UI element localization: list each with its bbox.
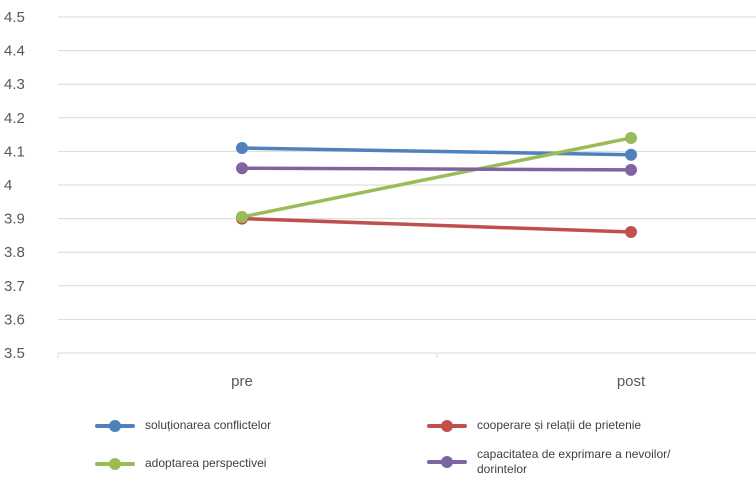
x-tick-label: pre xyxy=(231,373,253,390)
data-point xyxy=(625,148,637,161)
legend-label: capacitatea de exprimare a nevoilor/ dor… xyxy=(477,447,671,476)
y-tick-label: 4.1 xyxy=(4,143,25,160)
legend-swatch xyxy=(95,419,135,432)
y-tick-label: 3.5 xyxy=(4,345,25,362)
data-point xyxy=(236,210,248,223)
x-tick-label: post xyxy=(617,373,646,390)
series-2 xyxy=(236,131,637,223)
legend-item-1: cooperare și relații de prietenie xyxy=(427,418,641,433)
legend-marker xyxy=(109,457,121,470)
y-tick-label: 3.9 xyxy=(4,211,25,228)
legend-item-0: soluționarea conflictelor xyxy=(95,418,271,433)
x-axis-ticks: pre post xyxy=(57,353,646,390)
y-tick-label: 4.3 xyxy=(4,76,25,93)
y-tick-label: 4 xyxy=(4,177,12,194)
y-axis-ticks: 4.5 4.4 4.3 4.2 4.1 4 3.9 3.8 3.7 3.6 3.5 xyxy=(4,9,25,362)
legend-marker xyxy=(441,419,453,432)
data-point xyxy=(625,163,637,176)
legend-label: cooperare și relații de prietenie xyxy=(477,418,642,432)
series-line xyxy=(240,136,633,219)
legend-marker xyxy=(109,419,121,432)
series-line xyxy=(240,146,633,157)
legend-swatch xyxy=(95,457,135,470)
series-0 xyxy=(236,142,637,161)
legend-swatch xyxy=(427,419,467,432)
y-tick-label: 3.8 xyxy=(4,244,25,261)
y-tick-label: 4.2 xyxy=(4,110,25,127)
legend-label: soluționarea conflictelor xyxy=(145,418,272,432)
y-tick-label: 3.7 xyxy=(4,278,25,295)
data-point xyxy=(236,142,248,155)
legend-item-2: adoptarea perspectivei xyxy=(95,456,266,471)
legend-marker xyxy=(441,456,453,468)
series-3 xyxy=(236,162,637,176)
data-point xyxy=(625,226,637,239)
legend-label: adoptarea perspectivei xyxy=(145,456,267,470)
y-tick-label: 3.6 xyxy=(4,311,25,328)
data-point xyxy=(236,162,248,175)
series-line xyxy=(240,216,633,234)
legend-swatch xyxy=(427,456,467,468)
series-line xyxy=(240,166,633,172)
legend-item-3: capacitatea de exprimare a nevoilor/ dor… xyxy=(427,447,717,477)
y-tick-label: 4.4 xyxy=(4,43,25,60)
data-point xyxy=(625,131,637,144)
series-group xyxy=(236,131,637,239)
y-tick-label: 4.5 xyxy=(4,9,25,26)
series-1 xyxy=(236,212,637,239)
